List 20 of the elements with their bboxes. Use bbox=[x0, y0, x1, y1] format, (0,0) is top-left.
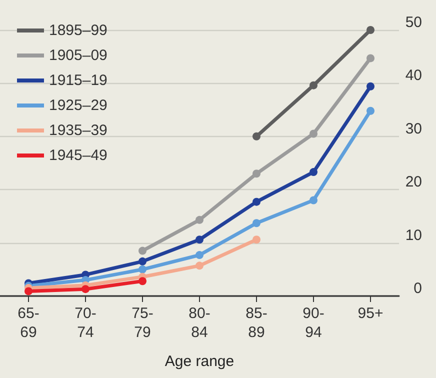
legend-label: 1895–99 bbox=[49, 22, 108, 39]
legend-label: 1925–29 bbox=[49, 97, 108, 114]
x-tick-label: 90- 94 bbox=[302, 305, 324, 341]
x-axis-title: Age range bbox=[164, 353, 234, 370]
x-tick-label: 75- 79 bbox=[132, 305, 154, 341]
y-tick-label: 30 bbox=[405, 120, 422, 138]
legend-label: 1945–49 bbox=[49, 147, 108, 164]
x-tick-label: 80- 84 bbox=[188, 305, 210, 341]
x-tick-label: 95+ bbox=[358, 305, 384, 322]
y-tick-label: 40 bbox=[405, 67, 422, 84]
y-tick-label: 10 bbox=[405, 226, 422, 244]
y-tick-label: 20 bbox=[405, 174, 422, 191]
legend-label: 1905–09 bbox=[49, 47, 108, 64]
x-tick-label: 85- 89 bbox=[246, 305, 268, 341]
y-tick-label: 50 bbox=[405, 14, 422, 31]
legend-label: 1935–39 bbox=[49, 122, 108, 139]
legend-label: 1915–19 bbox=[49, 72, 108, 89]
x-tick-label: 65- 69 bbox=[18, 305, 40, 341]
x-tick-label: 70- 74 bbox=[74, 305, 96, 341]
y-tick-label: 0 bbox=[414, 280, 422, 297]
